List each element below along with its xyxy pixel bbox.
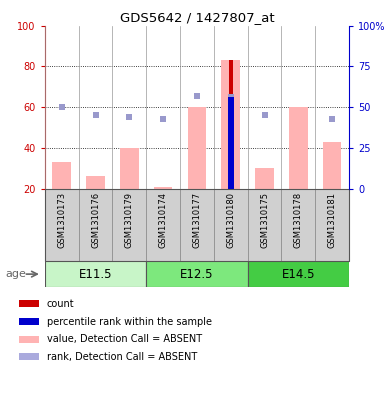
Bar xyxy=(154,187,172,189)
Bar xyxy=(214,189,248,261)
Bar xyxy=(19,353,39,360)
Text: E12.5: E12.5 xyxy=(180,268,214,281)
Text: E14.5: E14.5 xyxy=(282,268,315,281)
Bar xyxy=(282,189,315,261)
Bar xyxy=(228,97,234,189)
Text: GSM1310178: GSM1310178 xyxy=(294,191,303,248)
Text: GSM1310174: GSM1310174 xyxy=(159,191,168,248)
Bar xyxy=(188,107,206,189)
Bar xyxy=(289,107,308,189)
Text: GSM1310176: GSM1310176 xyxy=(91,191,100,248)
Bar xyxy=(146,189,180,261)
Bar xyxy=(180,189,214,261)
Text: GSM1310173: GSM1310173 xyxy=(57,191,66,248)
Title: GDS5642 / 1427807_at: GDS5642 / 1427807_at xyxy=(120,11,274,24)
Text: GSM1310177: GSM1310177 xyxy=(192,191,202,248)
Bar xyxy=(45,261,146,287)
Bar xyxy=(120,148,138,189)
Bar xyxy=(19,318,39,325)
Text: count: count xyxy=(47,299,74,309)
Text: GSM1310180: GSM1310180 xyxy=(226,191,235,248)
Bar xyxy=(222,60,240,189)
Text: rank, Detection Call = ABSENT: rank, Detection Call = ABSENT xyxy=(47,352,197,362)
Bar xyxy=(112,189,146,261)
Bar xyxy=(248,189,282,261)
Bar xyxy=(315,189,349,261)
Bar xyxy=(19,301,39,307)
Text: age: age xyxy=(6,269,27,279)
Bar xyxy=(19,336,39,343)
Text: E11.5: E11.5 xyxy=(79,268,112,281)
Bar xyxy=(255,168,274,189)
Bar xyxy=(248,261,349,287)
Bar xyxy=(79,189,112,261)
Bar xyxy=(86,176,105,189)
Bar xyxy=(229,60,233,189)
Bar xyxy=(52,162,71,189)
Text: GSM1310181: GSM1310181 xyxy=(328,191,337,248)
Text: GSM1310179: GSM1310179 xyxy=(125,191,134,248)
Text: percentile rank within the sample: percentile rank within the sample xyxy=(47,317,212,327)
Text: value, Detection Call = ABSENT: value, Detection Call = ABSENT xyxy=(47,334,202,344)
Bar xyxy=(146,261,248,287)
Text: GSM1310175: GSM1310175 xyxy=(260,191,269,248)
Bar xyxy=(45,189,79,261)
Bar xyxy=(45,189,349,261)
Bar xyxy=(323,142,341,189)
